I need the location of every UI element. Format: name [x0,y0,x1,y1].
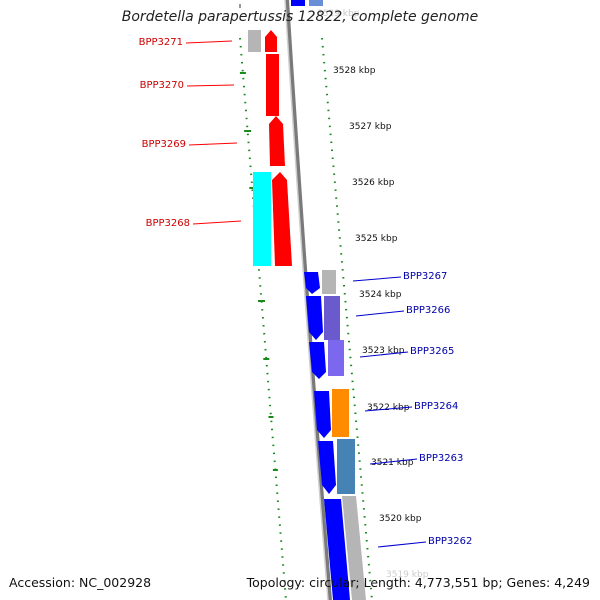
tick-label-3528: 3528 kbp [333,66,376,76]
gene-label-bpp3269: BPP3269 [142,139,186,150]
gene-label-bpp3262: BPP3262 [428,536,472,547]
genome-summary: Topology: circular; Length: 4,773,551 bp… [246,575,590,590]
gene-arrow-bpp3262 [324,499,350,600]
gene-label-bpp3265: BPP3265 [410,346,454,357]
tick-label-3521: 3521 kbp [371,458,414,468]
gene-partial-top-lightblue [309,0,323,6]
gene-partial-top-blue [291,0,305,6]
leader-bpp3267 [352,276,402,282]
gene-label-bpp3263: BPP3263 [419,453,463,464]
leader-bpp3269 [188,142,238,146]
gene-arrow-bpp3265 [309,342,326,379]
leader-bpp3263 [369,458,418,465]
gene-box-gray-3271 [248,30,261,52]
gene-label-bpp3271: BPP3271 [139,37,183,48]
leader-bpp3264 [364,406,413,412]
accession-label: Accession: NC_002928 [9,575,152,590]
tick-label-3519: 3519 kbp [386,570,429,580]
gene-label-bpp3267: BPP3267 [403,271,447,282]
gene-box-purple-3265 [328,340,344,376]
gene-arrow-bpp3269 [269,116,285,166]
gene-box-purple-3266 [324,296,340,340]
gene-label-bpp3266: BPP3266 [406,305,450,316]
gene-box-gray-3262 [342,496,366,600]
leader-bpp3270 [186,84,235,87]
tick-label-3527: 3527 kbp [349,122,392,132]
gene-box-cyan-3268 [253,172,271,266]
gene-box-orange-3264 [332,389,349,437]
leader-bpp3268 [192,220,242,225]
gene-box-steelblue-3263 [337,439,355,494]
leader-bpp3262 [377,541,427,548]
gene-box-gray-3267 [322,270,336,294]
gene-arrow-bpp3270 [266,54,279,116]
map-title: Bordetella parapertussis 12822, complete… [121,9,479,25]
gene-label-bpp3268: BPP3268 [146,218,190,229]
gene-arrow-bpp3263 [318,441,336,494]
leader-bpp3265 [359,351,409,358]
gene-arrow-bpp3267 [304,272,320,294]
tick-label-3525: 3525 kbp [355,234,398,244]
leader-bpp3266 [355,310,405,317]
tick-label-3522: 3522 kbp [367,403,410,413]
gene-arrow-bpp3266 [306,296,323,340]
tick-label-3524: 3524 kbp [359,290,402,300]
backbone-inner [284,0,329,600]
leader-bpp3271 [185,40,233,44]
gene-label-bpp3264: BPP3264 [414,401,458,412]
gene-label-bpp3270: BPP3270 [140,80,184,91]
gene-arrow-bpp3268 [272,172,292,266]
gene-arrow-bpp3271 [265,30,277,52]
tick-label-3526: 3526 kbp [352,178,395,188]
tick-label-3520: 3520 kbp [379,514,422,524]
tick-label-3529: 3529 kbp [317,9,360,19]
tick-label-3523: 3523 kbp [362,346,405,356]
gene-arrow-bpp3264 [314,391,331,438]
